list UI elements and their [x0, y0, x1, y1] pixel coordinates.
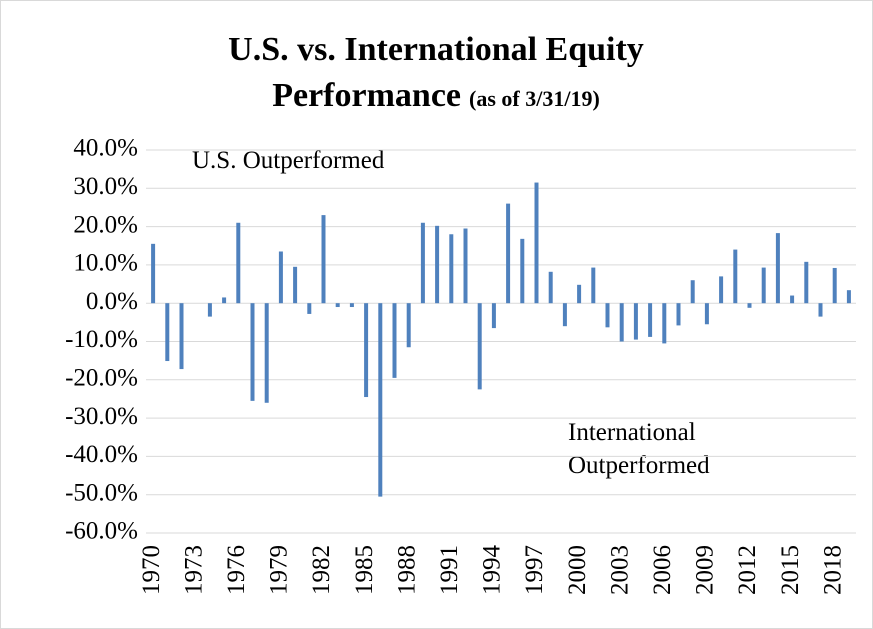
bar	[278, 251, 283, 304]
annotation: International	[568, 419, 696, 446]
x-tick-label: 1979	[266, 545, 293, 595]
bar	[534, 182, 539, 304]
x-tick-label: 2000	[564, 545, 591, 595]
bar	[477, 303, 482, 390]
bar	[719, 276, 724, 304]
bar	[562, 303, 567, 327]
y-tick-label: 40.0%	[73, 135, 138, 162]
x-tick-label: 2015	[777, 545, 804, 595]
bar	[151, 243, 156, 304]
x-tick-label: 1970	[138, 545, 165, 595]
y-tick-label: -30.0%	[65, 403, 138, 430]
bar	[619, 303, 624, 342]
bar	[378, 303, 383, 497]
bar	[335, 303, 340, 308]
bar	[420, 222, 425, 304]
x-tick-label: 2012	[734, 545, 761, 595]
bar	[605, 303, 610, 328]
x-tick-label: 1976	[223, 545, 250, 595]
y-tick-label: 30.0%	[73, 173, 138, 200]
y-tick-label: 10.0%	[73, 250, 138, 277]
bar	[548, 271, 553, 304]
bar	[449, 234, 454, 304]
bar	[577, 284, 582, 304]
bar	[207, 303, 212, 317]
x-tick-label: 1997	[521, 545, 548, 595]
bar	[690, 280, 695, 304]
x-tick-label: 2009	[692, 545, 719, 595]
bar	[676, 303, 681, 326]
bar	[832, 267, 837, 304]
bar	[790, 295, 795, 304]
x-tick-label: 1994	[479, 545, 506, 596]
y-tick-label: -60.0%	[65, 518, 138, 545]
bar	[307, 303, 312, 314]
bar	[236, 222, 241, 304]
chart-subtitle: (as of 3/31/19)	[469, 86, 600, 111]
y-tick-label: -20.0%	[65, 365, 138, 392]
x-tick-label: 1973	[180, 545, 207, 595]
chart-title: Performance	[272, 77, 461, 114]
bar	[704, 303, 709, 325]
x-tick-label: 1991	[436, 545, 463, 595]
y-tick-label: -40.0%	[65, 441, 138, 468]
bar	[491, 303, 496, 329]
bar	[222, 297, 227, 304]
bar	[591, 267, 596, 304]
bar	[463, 228, 468, 304]
bar	[165, 303, 170, 362]
annotation: U.S. Outperformed	[192, 147, 385, 174]
x-tick-label: 2006	[649, 545, 676, 595]
bar	[804, 261, 809, 304]
bar	[633, 303, 638, 340]
x-tick-label: 2003	[606, 545, 633, 595]
chart-title: U.S. vs. International Equity	[228, 31, 644, 68]
y-tick-label: -50.0%	[65, 479, 138, 506]
bar	[406, 303, 411, 348]
bar	[364, 303, 369, 398]
x-tick-label: 1985	[351, 545, 378, 595]
bar	[250, 303, 255, 401]
y-tick-label: -10.0%	[65, 326, 138, 353]
x-tick-label: 1988	[393, 545, 420, 595]
bar	[733, 249, 738, 304]
bar	[747, 303, 752, 308]
bar	[775, 233, 780, 304]
bar	[435, 225, 440, 304]
bar	[662, 303, 667, 344]
bar	[264, 303, 269, 403]
bar	[179, 303, 184, 370]
bar	[349, 303, 354, 308]
x-tick-label: 2018	[819, 545, 846, 595]
y-tick-label: 20.0%	[73, 211, 138, 238]
bar	[321, 215, 326, 304]
bar	[293, 266, 298, 304]
y-tick-label: 0.0%	[86, 288, 138, 315]
bar	[648, 303, 653, 337]
bar	[520, 238, 525, 304]
bar	[506, 203, 511, 304]
bar	[392, 303, 397, 378]
chart-title-line: Performance (as of 3/31/19)	[272, 77, 600, 114]
bar	[846, 290, 851, 304]
x-tick-label: 1982	[308, 545, 335, 595]
bar	[761, 267, 766, 304]
bar	[818, 303, 823, 317]
